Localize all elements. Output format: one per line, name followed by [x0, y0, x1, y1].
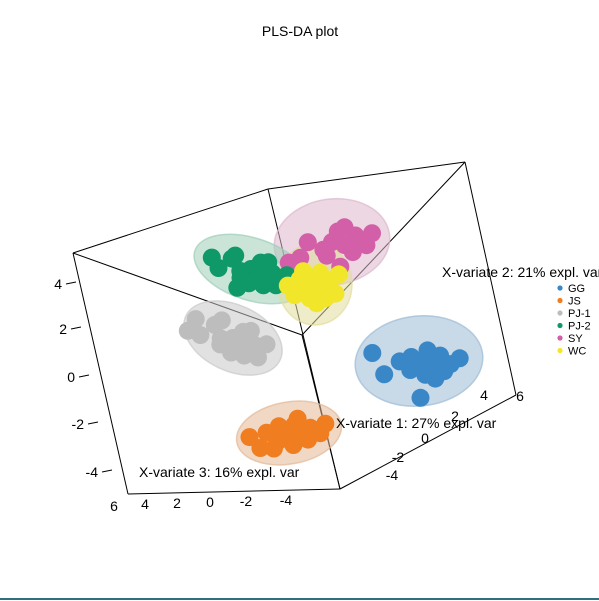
- tick-mark: [70, 326, 82, 330]
- cube-edge: [339, 394, 517, 490]
- axis-ticks: 4 2 0 -2 -4 6 4 2 0 -2 -4 -4 -2 0 2 4 6: [54, 276, 524, 514]
- point-wc: [294, 262, 313, 281]
- x3-tick-label: 2: [173, 495, 181, 511]
- point-pj-1: [212, 311, 231, 330]
- chart-title: PLS-DA plot: [262, 23, 338, 39]
- x1-tick-label: -4: [386, 467, 399, 483]
- vertical-tick-label: -2: [72, 416, 85, 432]
- x-variate-2-label: X-variate 2: 21% expl. var: [442, 264, 599, 280]
- point-js: [288, 409, 307, 428]
- legend-label-pj-1: PJ-1: [568, 308, 591, 320]
- point-gg: [411, 388, 430, 407]
- point-pj-2: [226, 246, 245, 265]
- x1-tick-label: 2: [451, 408, 459, 424]
- point-gg: [417, 354, 436, 373]
- cube-edge: [464, 161, 517, 396]
- point-gg: [418, 341, 437, 360]
- legend-swatch-gg: [557, 285, 563, 291]
- legend-swatch-js: [557, 297, 563, 304]
- legend-label-sy: SY: [568, 333, 583, 345]
- point-pj-1: [249, 348, 267, 367]
- point-pj-2: [259, 253, 278, 272]
- x1-tick-label: 0: [421, 430, 429, 446]
- point-wc: [307, 294, 326, 313]
- score-points: [178, 218, 469, 458]
- tick-mark: [87, 421, 99, 425]
- point-js: [299, 430, 317, 449]
- cube-edge: [267, 161, 466, 190]
- point-js: [284, 436, 303, 454]
- x1-tick-label: 6: [516, 388, 524, 404]
- point-gg: [435, 362, 454, 381]
- point-pj-1: [178, 321, 197, 340]
- x3-tick-label: 0: [206, 494, 214, 510]
- legend-label-js: JS: [568, 296, 581, 308]
- legend-swatch-sy: [557, 335, 563, 341]
- vertical-tick-label: 4: [54, 276, 62, 292]
- point-pj-1: [241, 321, 260, 340]
- point-wc: [278, 276, 297, 295]
- x3-tick-label: 4: [141, 496, 149, 512]
- x1-tick-label: 4: [480, 387, 488, 403]
- legend-label-pj-2: PJ-2: [568, 321, 591, 333]
- vertical-tick-label: 0: [67, 369, 75, 385]
- point-js: [269, 417, 288, 436]
- x3-tick-label: -2: [240, 493, 253, 509]
- x3-tick-label: 6: [110, 498, 118, 514]
- tick-mark: [78, 374, 90, 378]
- x3-tick-label: -4: [280, 492, 293, 508]
- point-js: [251, 439, 270, 457]
- point-js: [316, 414, 335, 433]
- legend-swatch-wc: [557, 347, 563, 354]
- point-pj-1: [257, 335, 276, 354]
- x-variate-3-label: X-variate 3: 16% expl. var: [139, 464, 300, 480]
- point-gg: [375, 365, 394, 384]
- point-pj-2: [228, 278, 247, 297]
- legend-swatch-pj-2: [557, 322, 563, 329]
- legend-swatch-pj-1: [557, 310, 563, 316]
- x1-tick-label: -2: [392, 449, 405, 465]
- point-sy: [363, 224, 381, 243]
- point-gg: [402, 348, 421, 366]
- point-pj-2: [254, 276, 273, 295]
- legend-label-wc: WC: [568, 346, 586, 358]
- point-js: [240, 428, 259, 447]
- point-pj-1: [222, 343, 241, 362]
- point-js: [264, 439, 283, 458]
- point-sy: [343, 243, 362, 261]
- point-gg: [450, 349, 469, 368]
- point-pj-2: [202, 248, 221, 267]
- tick-mark: [101, 469, 113, 473]
- vertical-tick-label: 2: [59, 321, 67, 337]
- cube-edge: [72, 188, 269, 254]
- point-gg: [363, 344, 382, 362]
- tick-mark: [65, 281, 77, 285]
- point-wc: [329, 265, 348, 284]
- x-variate-1-label: X-variate 1: 27% expl. var: [336, 415, 497, 431]
- legend-label-gg: GG: [568, 283, 585, 295]
- cube-edge: [127, 488, 341, 495]
- point-sy: [317, 246, 336, 265]
- point-sy: [298, 233, 317, 252]
- bottom-border: [0, 598, 599, 600]
- point-wc: [311, 263, 330, 282]
- vertical-tick-label: -4: [86, 464, 99, 480]
- point-sy: [335, 218, 354, 237]
- cube-edge: [72, 252, 129, 495]
